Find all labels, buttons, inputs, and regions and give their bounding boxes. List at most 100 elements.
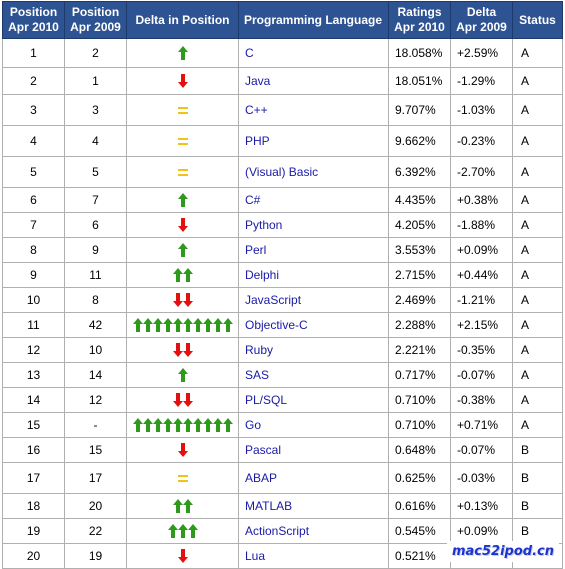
arrow-down-icon [172, 393, 183, 408]
table-row: 14 12 PL/SQL 0.710% -0.38% A [2, 387, 563, 413]
arrow-down-icon [182, 293, 193, 308]
arrow-up-icon [182, 268, 193, 283]
table-row: 6 7 C# 4.435% +0.38% A [2, 187, 563, 213]
status-cell: B [512, 462, 563, 494]
arrow-up-icon [182, 499, 193, 514]
language-cell[interactable]: C# [238, 187, 389, 213]
language-cell[interactable]: JavaScript [238, 287, 389, 313]
delta-cell: -0.23% [450, 125, 513, 157]
rating-cell: 2.221% [388, 337, 451, 363]
language-cell[interactable]: Pascal [238, 437, 389, 463]
delta-position-cell [126, 412, 239, 438]
language-cell[interactable]: Ruby [238, 337, 389, 363]
delta-cell: -1.88% [450, 212, 513, 238]
watermark: mac52ipod.cn [447, 541, 559, 562]
position-2009-cell: - [64, 412, 127, 438]
table-row: 15- Go 0.710% +0.71% A [2, 412, 563, 438]
position-2009-cell: 15 [64, 437, 127, 463]
position-2009-cell: 7 [64, 187, 127, 213]
rating-cell: 9.662% [388, 125, 451, 157]
language-cell[interactable]: PL/SQL [238, 387, 389, 413]
arrow-up-icon [132, 418, 143, 433]
table-row: 16 15 Pascal 0.648% -0.07% B [2, 437, 563, 463]
delta-cell: -0.35% [450, 337, 513, 363]
table-row: 9 11 Delphi 2.715% +0.44% A [2, 262, 563, 288]
arrow-up-icon [172, 418, 183, 433]
language-cell[interactable]: SAS [238, 362, 389, 388]
delta-position-cell [126, 337, 239, 363]
language-cell[interactable]: Java [238, 67, 389, 95]
position-2009-cell: 8 [64, 287, 127, 313]
arrow-up-icon [177, 193, 188, 208]
position-2010-cell: 12 [2, 337, 65, 363]
status-cell: A [512, 362, 563, 388]
delta-position-cell [126, 387, 239, 413]
delta-cell: -0.03% [450, 462, 513, 494]
status-cell: B [512, 493, 563, 519]
rating-cell: 0.625% [388, 462, 451, 494]
position-2010-cell: 3 [2, 94, 65, 126]
arrow-up-icon [162, 318, 173, 333]
table-row: 11 42 Objective-C 2.288% +2.15% A [2, 312, 563, 338]
status-cell: A [512, 287, 563, 313]
arrow-up-icon [152, 318, 163, 333]
language-cell[interactable]: ABAP [238, 462, 389, 494]
delta-position-cell [126, 212, 239, 238]
arrow-down-icon [177, 218, 188, 233]
rating-cell: 0.545% [388, 518, 451, 544]
language-cell[interactable]: (Visual) Basic [238, 156, 389, 188]
language-cell[interactable]: Python [238, 212, 389, 238]
arrow-up-icon [222, 418, 233, 433]
arrow-up-icon [177, 368, 188, 383]
header-ratings: Ratings Apr 2010 [388, 1, 451, 39]
status-cell: A [512, 156, 563, 188]
delta-position-cell [126, 94, 239, 126]
arrow-up-icon [192, 318, 203, 333]
language-cell[interactable]: MATLAB [238, 493, 389, 519]
rating-cell: 4.435% [388, 187, 451, 213]
language-cell[interactable]: Lua [238, 543, 389, 569]
language-cell[interactable]: Delphi [238, 262, 389, 288]
delta-position-cell [126, 518, 239, 544]
status-cell: A [512, 312, 563, 338]
arrow-up-icon [177, 243, 188, 258]
delta-cell: -0.38% [450, 387, 513, 413]
language-cell[interactable]: ActionScript [238, 518, 389, 544]
status-cell: B [512, 437, 563, 463]
rating-cell: 0.648% [388, 437, 451, 463]
header-status: Status [512, 1, 563, 39]
position-2010-cell: 16 [2, 437, 65, 463]
language-cell[interactable]: C++ [238, 94, 389, 126]
delta-cell: -0.07% [450, 437, 513, 463]
table-row: 8 9 Perl 3.553% +0.09% A [2, 237, 563, 263]
language-cell[interactable]: Go [238, 412, 389, 438]
language-cell[interactable]: Objective-C [238, 312, 389, 338]
header-delta: Delta Apr 2009 [450, 1, 513, 39]
arrow-up-icon [162, 418, 173, 433]
delta-cell: -1.21% [450, 287, 513, 313]
position-2010-cell: 19 [2, 518, 65, 544]
header-position-2010: Position Apr 2010 [2, 1, 65, 39]
arrow-up-icon [182, 418, 193, 433]
position-2009-cell: 1 [64, 67, 127, 95]
status-cell: A [512, 237, 563, 263]
language-cell[interactable]: Perl [238, 237, 389, 263]
arrow-down-icon [177, 443, 188, 458]
delta-position-cell [126, 437, 239, 463]
table-row: 5 5 (Visual) Basic 6.392% -2.70% A [2, 156, 563, 188]
arrow-up-icon [142, 418, 153, 433]
delta-position-cell [126, 67, 239, 95]
arrow-up-icon [212, 318, 223, 333]
status-cell: A [512, 187, 563, 213]
rating-cell: 0.710% [388, 412, 451, 438]
position-2010-cell: 20 [2, 543, 65, 569]
rating-cell: 3.553% [388, 237, 451, 263]
status-cell: A [512, 94, 563, 126]
language-cell[interactable]: C [238, 38, 389, 68]
delta-cell: +0.71% [450, 412, 513, 438]
position-2010-cell: 6 [2, 187, 65, 213]
rating-cell: 0.521% [388, 543, 451, 569]
arrow-down-icon [182, 343, 193, 358]
language-cell[interactable]: PHP [238, 125, 389, 157]
